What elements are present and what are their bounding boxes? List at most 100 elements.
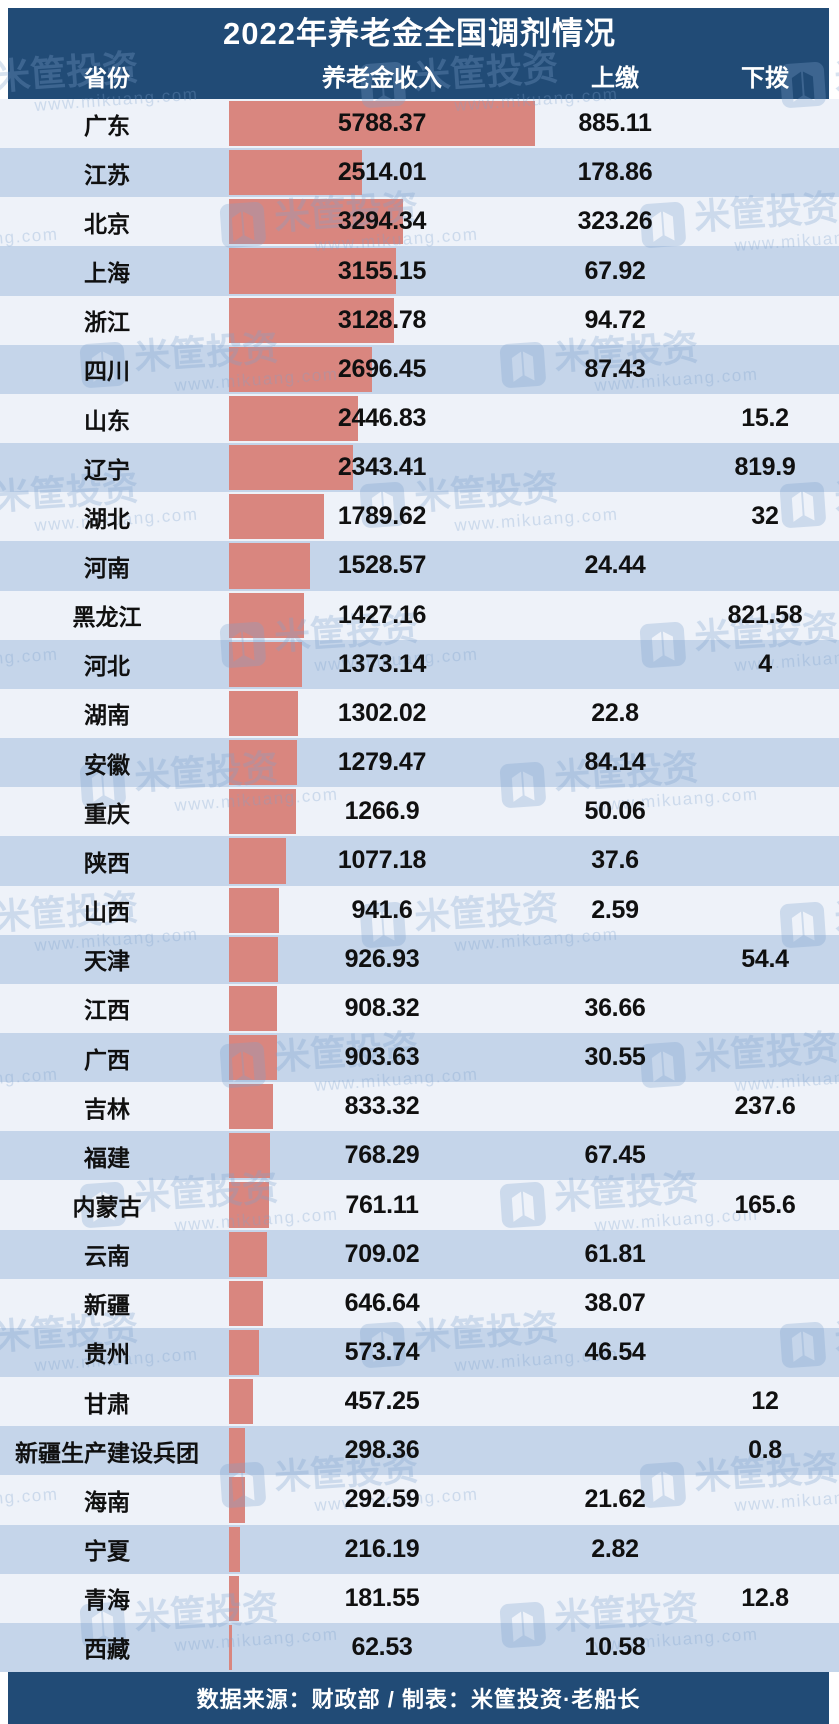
cell-allocated-down [655,148,839,197]
cell-income: 646.64 [344,1288,420,1317]
cell-income: 908.32 [344,993,420,1022]
cell-paid-up: 2.59 [591,895,639,924]
income-bar [229,1182,270,1228]
cell-allocated-down [655,197,839,246]
cell-paid-up: 885.11 [578,109,652,138]
income-bar [229,346,372,392]
cell-allocated-down [655,836,839,885]
table-row-stripe [0,197,839,247]
cell-allocated-down [655,1328,839,1377]
table-row-stripe [0,934,839,984]
table-row-stripe [0,443,839,493]
table-row-stripe [0,1180,839,1230]
income-bar [229,1428,245,1474]
cell-income: 5788.37 [337,109,427,138]
header-bar [8,8,829,99]
cell-paid-up: 46.54 [584,1337,646,1366]
cell-province: 甘肃 [84,1390,130,1417]
cell-paid-up: 37.6 [591,846,639,875]
cell-province: 浙江 [84,309,130,336]
income-bar [229,199,404,245]
table-row: 重庆 1266.9 50.06 [0,787,839,836]
table-row: 湖南 1302.02 22.8 [0,689,839,738]
table-row: 河南 1528.57 24.44 [0,541,839,590]
cell-province: 山东 [84,407,130,434]
table-row-stripe [0,1082,839,1132]
table-row-stripe [0,1278,839,1328]
cell-allocated-down [655,1033,839,1082]
income-bar [229,543,310,589]
income-bar [229,1084,274,1130]
table-row-stripe [0,738,839,788]
table-row: 陕西 1077.18 37.6 [0,836,839,885]
table-body: 广东 5788.37 885.11 江苏 2514.01 178.86 北京 3294.34 3… [0,99,839,1672]
cell-paid-up: 10.58 [584,1632,646,1661]
table-row: 福建 768.29 67.45 [0,1131,839,1180]
cell-allocated-down: 237.6 [734,1092,796,1121]
table-row: 青海 181.55 12.8 [0,1574,839,1623]
cell-income: 457.25 [344,1387,420,1416]
cell-income: 1302.02 [337,698,427,727]
income-bar [229,395,359,442]
column-header-down: 下拨 [741,65,789,92]
cell-income: 181.55 [344,1583,420,1612]
cell-province: 天津 [84,948,130,975]
cell-province: 湖北 [84,505,130,532]
cell-paid-up: 178.86 [577,158,653,187]
table-header: 2022年养老金全国调剂情况 省份 养老金收入 上缴 下拨 [0,8,839,99]
table-row-stripe [0,246,839,296]
income-bar [229,1329,260,1376]
cell-paid-up: 323.26 [577,207,653,236]
table-row: 浙江 3128.78 94.72 [0,296,839,345]
cell-income: 2446.83 [337,404,427,433]
data-source-credit: 数据来源：财政部 / 制表：米筐投资·老船长 [196,1687,641,1712]
cell-province: 新疆 [84,1292,130,1319]
income-bar [229,1231,267,1277]
income-bar [229,690,298,737]
column-header-row: 省份 养老金收入 上缴 下拨 [0,52,839,99]
cell-allocated-down [655,738,839,787]
table-row-stripe [0,1426,839,1476]
cell-income: 573.74 [344,1337,420,1366]
table-row-stripe [0,639,839,689]
cell-paid-up: 22.8 [591,698,639,727]
table-row: 北京 3294.34 323.26 [0,197,839,246]
cell-income: 1528.57 [337,551,427,580]
cell-paid-up: 21.62 [584,1485,646,1514]
income-bar [229,1034,277,1081]
cell-province: 湖南 [84,702,130,729]
income-bar [229,1133,270,1179]
table-row-stripe [0,344,839,394]
table-row-stripe [0,787,839,837]
cell-province: 贵州 [84,1341,130,1368]
cell-province: 广西 [84,1046,130,1073]
income-bar [229,641,302,687]
income-bar [229,838,286,884]
cell-income: 2696.45 [337,354,427,383]
table-row: 黑龙江 1427.16 821.58 [0,591,839,640]
table-row: 四川 2696.45 87.43 [0,345,839,394]
cell-allocated-down [655,1230,839,1279]
table-row-stripe [0,295,839,345]
cell-province: 辽宁 [84,456,130,483]
cell-income: 2514.01 [337,158,427,187]
cell-allocated-down [655,541,839,590]
cell-income: 833.32 [344,1092,420,1121]
cell-paid-up: 94.72 [584,305,646,334]
cell-allocated-down: 4 [758,649,772,678]
table-row: 海南 292.59 21.62 [0,1475,839,1524]
income-bar [229,297,395,343]
table-row: 天津 926.93 54.4 [0,935,839,984]
cell-paid-up: 38.07 [584,1288,646,1317]
income-bar [229,936,278,982]
footer-bar [8,1672,829,1724]
table-stripes [0,99,839,1672]
table-row-stripe [0,148,839,198]
table-row-stripe [0,836,839,886]
table-row-stripe [0,1524,839,1574]
income-bar [229,1526,241,1572]
table-row-stripe [0,1032,839,1083]
income-bar [229,1280,264,1326]
income-bar [229,1477,245,1523]
